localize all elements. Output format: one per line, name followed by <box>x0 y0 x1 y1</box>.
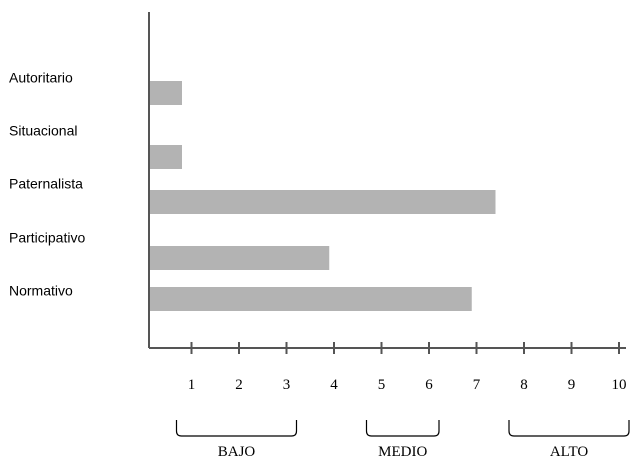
category-label-participativo: Participativo <box>9 230 85 246</box>
x-tick-label-5: 5 <box>378 377 386 393</box>
category-label-autoritario: Autoritario <box>9 70 73 86</box>
x-tick-label-1: 1 <box>188 377 196 393</box>
category-label-normativo: Normativo <box>9 283 73 299</box>
group-bracket-bajo <box>175 420 298 437</box>
bar-participativo <box>149 246 330 270</box>
x-tick-label-4: 4 <box>330 377 338 393</box>
group-bracket-medio <box>365 420 440 437</box>
bar-normativo <box>149 287 472 311</box>
x-tick-label-9: 9 <box>568 377 576 393</box>
x-tick-label-8: 8 <box>520 377 528 393</box>
x-tick-label-7: 7 <box>473 377 481 393</box>
x-tick-label-6: 6 <box>425 377 433 393</box>
group-label-medio: MEDIO <box>378 444 427 460</box>
x-tick-label-3: 3 <box>283 377 291 393</box>
group-bracket-alto <box>508 420 630 437</box>
category-label-situacional: Situacional <box>9 123 78 139</box>
bar-situacional <box>149 145 182 169</box>
bar-paternalista <box>149 190 496 214</box>
x-tick-label-2: 2 <box>235 377 243 393</box>
category-label-paternalista: Paternalista <box>9 176 83 192</box>
bar-autoritario <box>149 81 182 105</box>
group-label-alto: ALTO <box>550 444 589 460</box>
group-label-bajo: BAJO <box>218 444 256 460</box>
x-tick-label-10: 10 <box>612 377 627 393</box>
